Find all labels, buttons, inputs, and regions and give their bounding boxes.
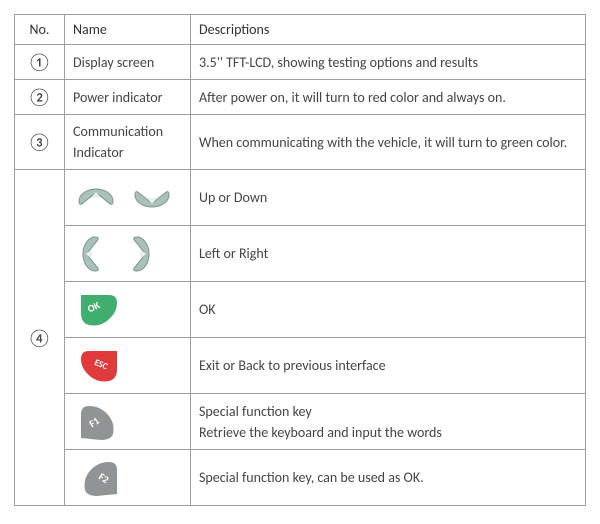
header-row: No. Name Descriptions <box>15 15 586 45</box>
icon-f2: F2 <box>73 458 182 498</box>
row-num-3: ③ <box>28 131 52 153</box>
table-row: ② Power indicator After power on, it wil… <box>15 80 586 115</box>
spec-table: No. Name Descriptions ① Display screen 3… <box>14 14 586 506</box>
row-num-2: ② <box>28 86 52 108</box>
icon-left-right <box>73 235 182 273</box>
f1-key-icon: F1 <box>77 402 121 442</box>
left-key-icon <box>77 235 107 273</box>
row4-desc-3: Exit or Back to previous interface <box>191 338 586 394</box>
table-row: ④ Up or Down <box>15 170 586 226</box>
row-desc-3: When communicating with the vehicle, it … <box>191 115 586 170</box>
right-key-icon <box>125 235 155 273</box>
row-num-1: ① <box>28 51 52 73</box>
icon-esc: ESC <box>73 347 182 385</box>
f2-key-icon: F2 <box>77 458 121 498</box>
header-desc: Descriptions <box>191 15 586 45</box>
esc-key-icon: ESC <box>77 347 121 385</box>
row-desc-1: 3.5'' TFT-LCD, showing testing options a… <box>191 45 586 80</box>
row4-desc-2: OK <box>191 282 586 338</box>
icon-ok: OK <box>73 291 182 329</box>
row-name-1: Display screen <box>65 45 191 80</box>
up-key-icon <box>77 183 115 213</box>
icon-f1: F1 <box>73 402 182 442</box>
row-name-2: Power indicator <box>65 80 191 115</box>
row4-desc-5: Special function key, can be used as OK. <box>191 450 586 506</box>
header-no: No. <box>15 15 65 45</box>
row-name-3: Communication Indicator <box>65 115 191 170</box>
down-key-icon <box>133 183 171 213</box>
icon-up-down <box>73 183 182 213</box>
row-desc-2: After power on, it will turn to red colo… <box>191 80 586 115</box>
ok-key-icon: OK <box>77 291 121 329</box>
table-row: ESC Exit or Back to previous interface <box>15 338 586 394</box>
row-num-4: ④ <box>28 327 52 349</box>
table-row: F1 Special function key Retrieve the key… <box>15 394 586 450</box>
table-row: F2 Special function key, can be used as … <box>15 450 586 506</box>
row4-desc-4: Special function key Retrieve the keyboa… <box>191 394 586 450</box>
row4-desc-0: Up or Down <box>191 170 586 226</box>
header-name: Name <box>65 15 191 45</box>
row4-desc-1: Left or Right <box>191 226 586 282</box>
table-row: ③ Communication Indicator When communica… <box>15 115 586 170</box>
table-row: OK OK <box>15 282 586 338</box>
table-row: ① Display screen 3.5'' TFT-LCD, showing … <box>15 45 586 80</box>
table-row: Left or Right <box>15 226 586 282</box>
